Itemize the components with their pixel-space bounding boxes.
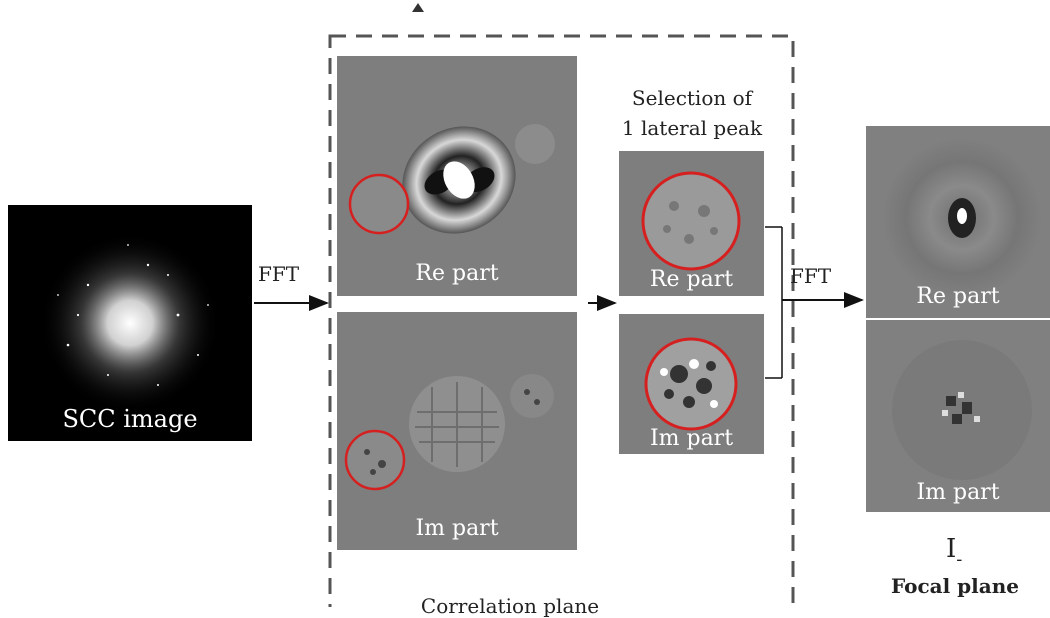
lateral-peak-left — [347, 432, 403, 488]
selection-re-label: Re part — [649, 267, 734, 292]
scc-image-label: SCC image — [62, 405, 198, 433]
selection-title-line1: Selection of — [631, 86, 753, 110]
selection-im-panel: Im part — [619, 314, 764, 454]
correlation-im-panel: Im part — [337, 312, 577, 550]
fft-label-1: FFT — [258, 262, 300, 286]
focal-im-panel: Im part — [866, 320, 1050, 512]
focal-re-label: Re part — [916, 284, 1000, 309]
speckle-pattern — [40, 233, 220, 413]
scc-image-panel: SCC image — [8, 205, 252, 441]
focal-symbol-letter: I — [946, 534, 957, 564]
selection-im-label: Im part — [649, 426, 734, 451]
lateral-peak-right — [515, 124, 555, 164]
focal-divider — [866, 318, 1050, 320]
lateral-peak-left — [351, 176, 407, 232]
selected-peak-circle — [348, 173, 410, 235]
selected-peak-circle — [641, 171, 741, 271]
focal-symbol-subscript: - — [956, 549, 963, 570]
lateral-peak-right — [510, 374, 554, 418]
correlation-im-label: Im part — [415, 516, 499, 541]
psf-core — [946, 396, 972, 424]
selection-title-line2: 1 lateral peak — [621, 116, 763, 140]
selection-re-panel: Re part — [619, 151, 764, 296]
fft-label-2: FFT — [790, 264, 832, 288]
focal-im-label: Im part — [916, 480, 1000, 505]
correlation-plane-caption: Correlation plane — [420, 594, 600, 618]
selected-peak-circle — [344, 429, 406, 491]
selected-peak-re — [644, 174, 738, 268]
correlation-re-panel: Re part — [337, 56, 577, 296]
correlation-re-label: Re part — [415, 261, 499, 286]
selected-peak-circle — [644, 337, 738, 431]
focal-plane-caption: Focal plane — [891, 574, 1019, 598]
focal-symbol: I- — [946, 534, 986, 570]
focal-re-panel: Re part — [866, 126, 1050, 318]
